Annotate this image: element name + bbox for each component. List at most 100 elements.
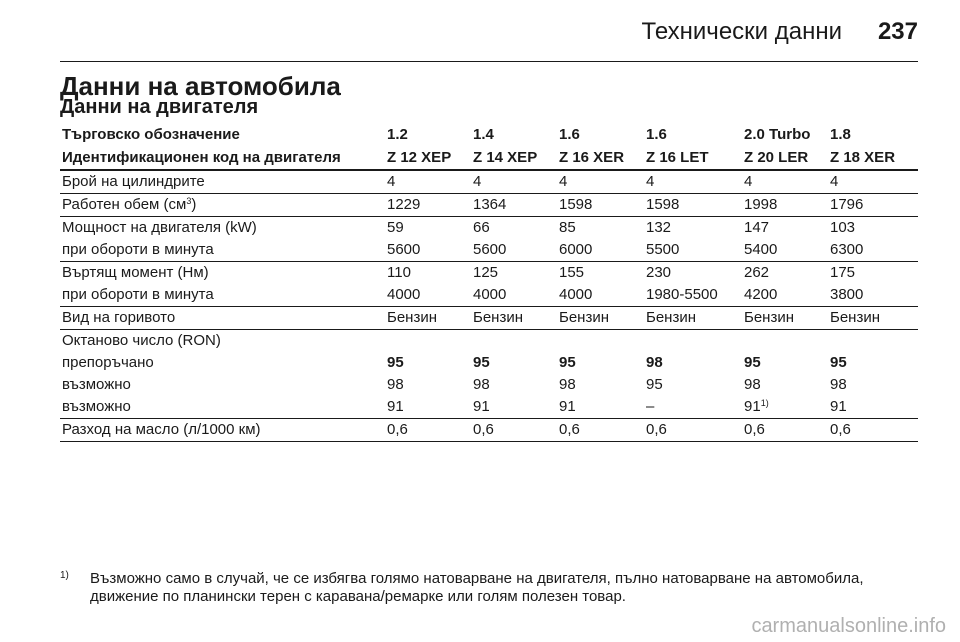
footnote-mark: 1)	[60, 570, 69, 581]
torque-rpm-row: при обороти в минута 4000 4000 4000 1980…	[60, 284, 918, 307]
trade-value: 1.8	[830, 126, 851, 143]
section-heading: Данни на автомобила	[60, 71, 341, 101]
engine-code: Z 16 LET	[646, 146, 744, 171]
trade-designation-row: Търговско обозначение 1.2 1.4 1.6 1.6 2.…	[60, 124, 918, 146]
table-cell: 1598	[646, 193, 744, 217]
trade-value: 2.0 Turbo	[744, 126, 811, 143]
table-cell: 0,6	[646, 418, 744, 442]
trade-value: 1.2	[387, 126, 408, 143]
table-cell: Бензин	[559, 306, 646, 330]
cylinders-label: Брой на цилиндрите	[60, 170, 387, 194]
displacement-label: Работен обем (см3)	[60, 193, 387, 217]
table-cell: Бензин	[473, 306, 559, 330]
table-cell: 125	[473, 264, 499, 281]
octane-recommended-label: препоръчано	[62, 354, 154, 371]
table-cell: 98	[387, 376, 404, 393]
header-title: Технически данни	[641, 18, 842, 45]
oil-consumption-row: Разход на масло (л/1000 км) 0,6 0,6 0,6 …	[60, 418, 918, 442]
engine-code: Z 16 XER	[559, 146, 646, 171]
power-row: Мощност на двигателя (kW) 59 66 85 132 1…	[60, 217, 918, 240]
table-cell: 98	[559, 376, 576, 393]
table-cell: 4	[646, 170, 744, 194]
table-cell: 4	[473, 170, 559, 194]
trade-value: 1.6	[646, 126, 667, 143]
octane-possible-row: възможно 91 91 91 – 911) 91	[60, 396, 918, 419]
table-cell: 1796	[830, 193, 918, 217]
watermark: carmanualsonline.info	[751, 615, 946, 637]
table-cell: Бензин	[830, 306, 918, 330]
page-header: Технически данни 237	[60, 18, 918, 50]
engine-code: Z 14 XEP	[473, 146, 559, 171]
table-cell: 911)	[744, 396, 830, 419]
octane-recommended-row: препоръчано 95 95 95 98 95 95	[60, 352, 918, 374]
table-cell: 110	[387, 264, 411, 281]
displacement-row: Работен обем (см3) 1229 1364 1598 1598 1…	[60, 193, 918, 217]
table-cell: 5600	[473, 239, 559, 262]
engine-data-table: Търговско обозначение 1.2 1.4 1.6 1.6 2.…	[60, 124, 918, 442]
table-cell: 59	[387, 219, 404, 236]
table-cell: 85	[559, 219, 576, 236]
table-cell: 4	[387, 170, 473, 194]
table-cell: 5400	[744, 239, 830, 262]
table-cell: 5600	[387, 239, 473, 262]
table-cell: 4200	[744, 284, 830, 307]
octane-possible-label: възможно	[62, 376, 131, 393]
cylinders-row: Брой на цилиндрите 4 4 4 4 4 4	[60, 170, 918, 194]
table-cell: 4	[830, 170, 918, 194]
table-cell: Бензин	[744, 306, 830, 330]
table-cell: 6300	[830, 239, 918, 262]
table-cell: –	[646, 396, 744, 419]
torque-row: Въртящ момент (Нм) 110 125 155 230 262 1…	[60, 262, 918, 285]
table-cell: 66	[473, 219, 490, 236]
table-cell: 1364	[473, 193, 559, 217]
table-cell: 4	[744, 170, 830, 194]
table-cell: 0,6	[473, 418, 559, 442]
table-cell: 6000	[559, 239, 646, 262]
table-cell: 1229	[387, 193, 473, 217]
table-cell: 1598	[559, 193, 646, 217]
oil-consumption-label: Разход на масло (л/1000 км)	[60, 418, 387, 442]
table-cell: 5500	[646, 239, 744, 262]
table-cell: 95	[387, 354, 404, 371]
table-cell: 95	[830, 354, 847, 371]
table-cell: 0,6	[387, 418, 473, 442]
footnote-ref: 1)	[760, 398, 769, 408]
table-cell: 95	[473, 354, 490, 371]
engine-code: Z 12 XEP	[387, 146, 473, 171]
table-cell: Бензин	[387, 306, 473, 330]
engine-code: Z 20 LER	[744, 146, 830, 171]
octane-possible-label: възможно	[60, 396, 387, 419]
displacement-label-sup: 3	[186, 196, 192, 206]
table-cell: 98	[830, 376, 847, 393]
table-cell: 0,6	[830, 418, 918, 442]
table-cell: Бензин	[646, 306, 744, 330]
table-cell: 4000	[387, 284, 473, 307]
trade-designation-label: Търговско обозначение	[62, 126, 240, 143]
fuel-row: Вид на горивото Бензин Бензин Бензин Бен…	[60, 306, 918, 330]
torque-label: Въртящ момент (Нм)	[62, 264, 209, 281]
page-number: 237	[877, 18, 918, 45]
table-cell: 95	[744, 354, 761, 371]
table-cell: 0,6	[559, 418, 646, 442]
engine-code-label: Идентификационен код на двигателя	[60, 146, 387, 171]
engine-code-row: Идентификационен код на двигателя Z 12 X…	[60, 146, 918, 171]
octane-possible-row: възможно 98 98 98 95 98 98	[60, 374, 918, 396]
table-cell: 262	[744, 264, 770, 281]
table-cell: 91	[830, 396, 918, 419]
engine-code: Z 18 XER	[830, 146, 918, 171]
table-cell: 147	[744, 219, 770, 236]
fuel-label: Вид на горивото	[60, 306, 387, 330]
table-cell: 98	[473, 376, 490, 393]
footnote-text: Възможно само в случай, че се избягва го…	[90, 570, 864, 605]
table-cell: 98	[646, 354, 663, 371]
table-cell: 4000	[473, 284, 559, 307]
power-label: Мощност на двигателя (kW)	[62, 219, 257, 236]
displacement-label-end: )	[191, 196, 197, 213]
table-cell: 1980-5500	[646, 284, 744, 307]
table-cell: 91	[559, 396, 646, 419]
header-rule	[60, 61, 918, 62]
power-rpm-label: при обороти в минута	[60, 239, 387, 262]
cell-value: 91	[744, 398, 761, 415]
power-rpm-row: при обороти в минута 5600 5600 6000 5500…	[60, 239, 918, 262]
table-cell: 103	[830, 219, 856, 236]
